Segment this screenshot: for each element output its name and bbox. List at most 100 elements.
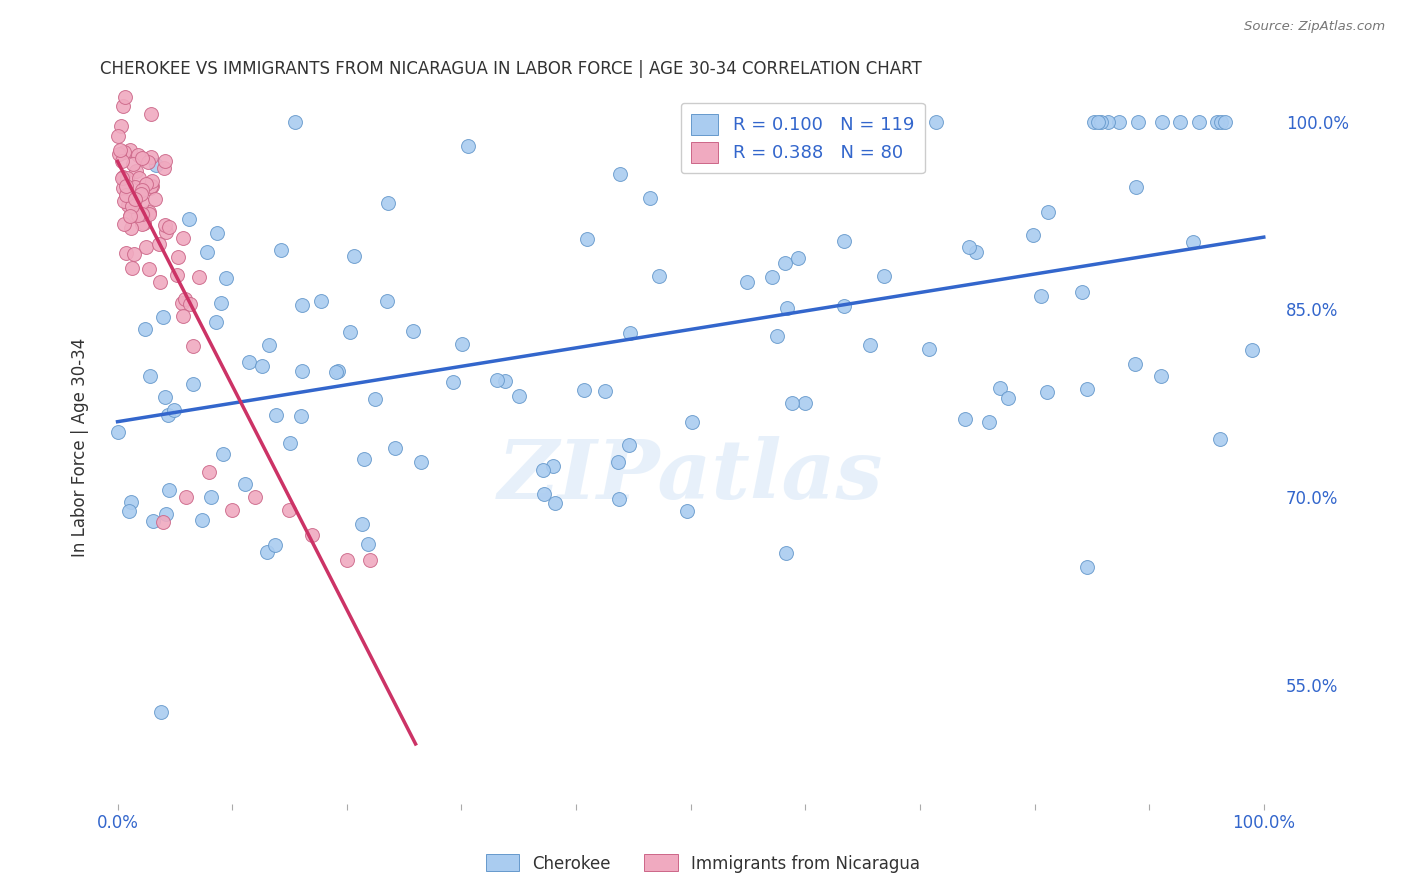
Point	[1241, 343, 1264, 357]
Point	[350, 516, 373, 531]
Point	[343, 249, 366, 263]
Point	[111, 171, 134, 186]
Point	[1213, 114, 1236, 128]
Point	[139, 179, 162, 194]
Point	[1090, 114, 1112, 128]
Point	[640, 191, 662, 205]
Point	[508, 388, 530, 402]
Point	[917, 343, 939, 357]
Point	[1168, 114, 1191, 128]
Point	[141, 174, 163, 188]
Point	[291, 298, 314, 312]
Point	[139, 180, 162, 194]
Point	[138, 207, 160, 221]
Point	[1087, 114, 1109, 128]
Point	[541, 459, 564, 474]
Point	[124, 192, 146, 206]
Point	[214, 270, 236, 285]
Point	[157, 408, 180, 422]
Point	[250, 359, 273, 374]
Point	[1208, 432, 1230, 446]
Point	[609, 492, 631, 507]
Point	[120, 210, 142, 224]
Point	[925, 114, 948, 128]
Point	[1211, 114, 1233, 128]
Point	[1206, 114, 1229, 128]
Point	[131, 151, 153, 165]
Point	[576, 232, 599, 246]
Point	[1125, 179, 1147, 194]
Point	[115, 246, 138, 260]
Point	[195, 245, 218, 260]
Point	[181, 339, 204, 353]
Legend: Cherokee, Immigrants from Nicaragua: Cherokee, Immigrants from Nicaragua	[479, 847, 927, 880]
Point	[238, 354, 260, 368]
Point	[1150, 114, 1173, 128]
Point	[107, 425, 129, 439]
Point	[648, 268, 671, 283]
Point	[174, 292, 197, 306]
Point	[124, 163, 146, 178]
Point	[364, 392, 387, 407]
Point	[132, 216, 155, 230]
Point	[155, 225, 177, 239]
Point	[108, 143, 131, 157]
Point	[145, 157, 167, 171]
Point	[278, 502, 301, 516]
Point	[166, 250, 188, 264]
Point	[127, 208, 149, 222]
Point	[873, 268, 896, 283]
Point	[775, 546, 797, 560]
Point	[309, 294, 332, 309]
Point	[124, 206, 146, 220]
Point	[1038, 205, 1060, 219]
Point	[284, 114, 307, 128]
Point	[773, 256, 796, 270]
Point	[1076, 560, 1098, 574]
Point	[153, 161, 176, 175]
Point	[291, 364, 314, 378]
Point	[1123, 357, 1146, 371]
Point	[1071, 285, 1094, 299]
Point	[290, 409, 312, 424]
Point	[531, 463, 554, 477]
Point	[111, 169, 134, 184]
Point	[155, 508, 177, 522]
Point	[115, 188, 138, 202]
Point	[832, 299, 855, 313]
Point	[139, 149, 162, 163]
Point	[794, 395, 817, 409]
Point	[1036, 385, 1059, 400]
Point	[107, 129, 129, 144]
Point	[131, 194, 153, 209]
Point	[148, 236, 170, 251]
Point	[766, 329, 789, 343]
Point	[131, 208, 153, 222]
Text: Source: ZipAtlas.com: Source: ZipAtlas.com	[1244, 20, 1385, 33]
Point	[139, 107, 162, 121]
Point	[264, 408, 287, 422]
Point	[257, 338, 280, 352]
Point	[121, 199, 143, 213]
Point	[205, 315, 228, 329]
Point	[243, 490, 266, 504]
Point	[325, 365, 347, 379]
Point	[122, 246, 145, 260]
Point	[134, 321, 156, 335]
Point	[1150, 369, 1173, 384]
Point	[115, 178, 138, 193]
Point	[176, 490, 198, 504]
Point	[402, 324, 425, 338]
Point	[172, 310, 194, 324]
Point	[780, 396, 803, 410]
Point	[157, 483, 180, 498]
Point	[118, 143, 141, 157]
Point	[112, 99, 135, 113]
Point	[411, 455, 433, 469]
Point	[375, 293, 398, 308]
Point	[136, 155, 159, 169]
Point	[1097, 114, 1119, 128]
Point	[153, 390, 176, 404]
Point	[953, 412, 976, 426]
Point	[1022, 228, 1045, 243]
